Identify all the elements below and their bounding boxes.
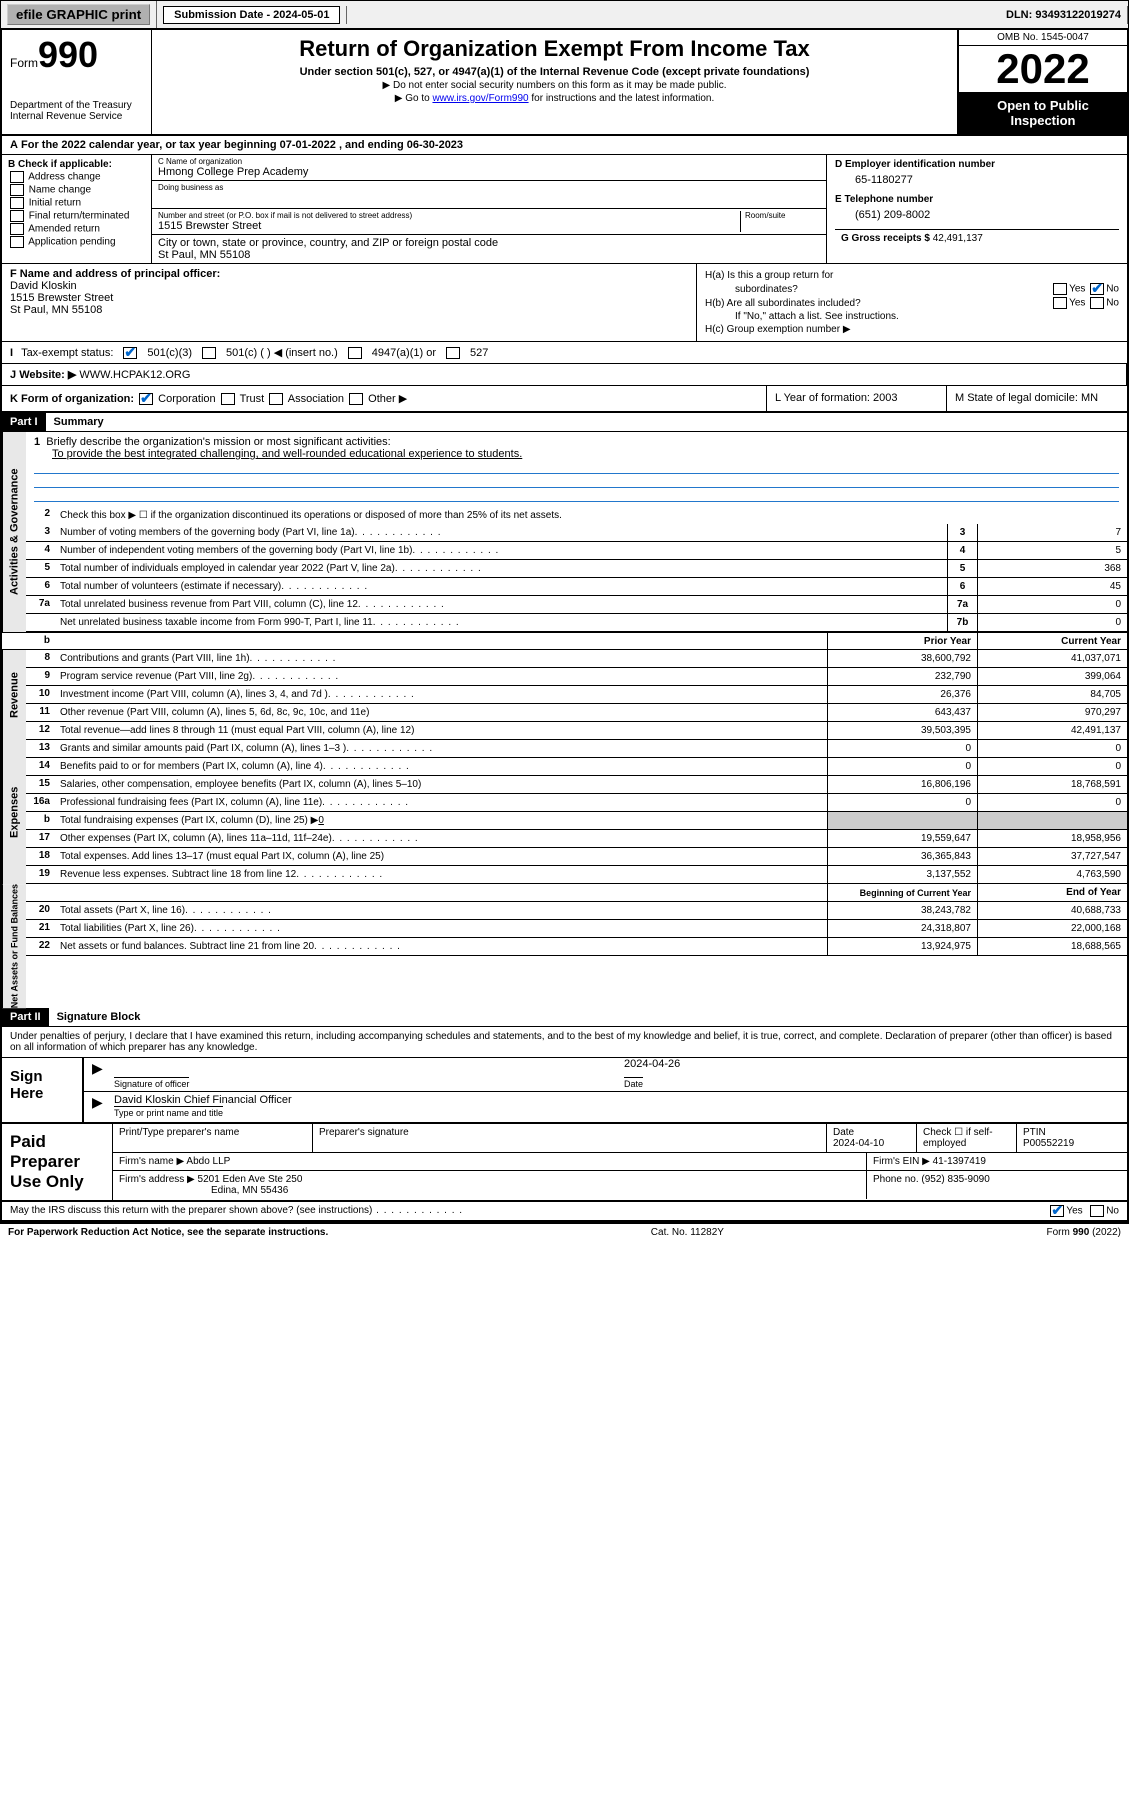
vtab-net-assets: Net Assets or Fund Balances (2, 884, 26, 1008)
section-j: J Website: ▶ WWW.HCPAK12.ORG (2, 364, 1127, 385)
efile-print-button[interactable]: efile GRAPHIC print (7, 4, 150, 25)
year-formation: L Year of formation: 2003 (767, 386, 947, 411)
vtab-expenses: Expenses (2, 740, 26, 884)
val-3: 7 (977, 524, 1127, 541)
checkbox-assoc[interactable] (269, 393, 283, 405)
checkbox-hb-yes[interactable] (1053, 297, 1067, 309)
tax-year: 2022 (959, 46, 1127, 92)
form-title-box: Return of Organization Exempt From Incom… (152, 30, 957, 134)
section-b: B Check if applicable: Address change Na… (2, 155, 152, 263)
section-f: F Name and address of principal officer:… (2, 264, 697, 341)
firm-ein: 41-1397419 (933, 1156, 986, 1167)
section-d: D Employer identification number 65-1180… (827, 155, 1127, 263)
ein-value: 65-1180277 (855, 174, 1119, 186)
checkbox-discuss-no[interactable] (1090, 1205, 1104, 1217)
form-number-box: Form990 Department of the Treasury Inter… (2, 30, 152, 134)
org-address: 1515 Brewster Street (158, 220, 740, 232)
val-5: 368 (977, 560, 1127, 577)
firm-phone: (952) 835-9090 (921, 1174, 989, 1185)
form-footer: Form 990 (2022) (1047, 1227, 1121, 1238)
checkbox-527[interactable] (446, 347, 460, 359)
checkbox-address-change[interactable] (10, 171, 24, 183)
section-i: I Tax-exempt status: 501(c)(3) 501(c) ( … (2, 342, 1127, 364)
sign-date: 2024-04-26 (624, 1058, 680, 1070)
checkbox-501c[interactable] (202, 347, 216, 359)
sign-here-label: Sign Here (2, 1058, 82, 1122)
checkbox-initial-return[interactable] (10, 197, 24, 209)
mission-text: To provide the best integrated challengi… (52, 448, 1119, 460)
state-domicile: M State of legal domicile: MN (947, 386, 1127, 411)
part2-header: Part II (2, 1008, 49, 1026)
checkbox-4947[interactable] (348, 347, 362, 359)
val-7b: 0 (977, 614, 1127, 631)
checkbox-amended[interactable] (10, 223, 24, 235)
section-c: C Name of organizationHmong College Prep… (152, 155, 827, 263)
arrow-icon: ▶ (92, 1060, 103, 1077)
firm-addr2: Edina, MN 55436 (211, 1185, 288, 1196)
irs-link[interactable]: www.irs.gov/Form990 (432, 93, 528, 104)
section-h: H(a) Is this a group return for subordin… (697, 264, 1127, 341)
checkbox-final-return[interactable] (10, 210, 24, 222)
val-7a: 0 (977, 596, 1127, 613)
form-title: Return of Organization Exempt From Incom… (158, 36, 951, 62)
firm-addr1: 5201 Eden Ave Ste 250 (198, 1174, 303, 1185)
top-bar: efile GRAPHIC print Submission Date - 20… (0, 0, 1129, 29)
checkbox-trust[interactable] (221, 393, 235, 405)
dln-number: DLN: 93493122019274 (1000, 6, 1128, 24)
dept-label: Department of the Treasury Internal Reve… (10, 100, 143, 122)
prep-date: 2024-04-10 (833, 1138, 884, 1149)
vtab-governance: Activities & Governance (2, 432, 26, 632)
pra-notice: For Paperwork Reduction Act Notice, see … (8, 1227, 328, 1238)
org-name: Hmong College Prep Academy (158, 166, 820, 178)
val-6: 45 (977, 578, 1127, 595)
year-box: OMB No. 1545-0047 2022 Open to Public In… (957, 30, 1127, 134)
val-4: 5 (977, 542, 1127, 559)
part1-header: Part I (2, 413, 46, 431)
submission-date: Submission Date - 2024-05-01 (163, 6, 340, 24)
ptin-value: P00552219 (1023, 1138, 1074, 1149)
phone-value: (651) 209-8002 (855, 209, 1119, 221)
vtab-revenue: Revenue (2, 650, 26, 740)
checkbox-hb-no[interactable] (1090, 297, 1104, 309)
section-k: K Form of organization: Corporation Trus… (2, 386, 767, 411)
officer-name: David Kloskin Chief Financial Officer (114, 1094, 1119, 1106)
gross-receipts: 42,491,137 (933, 233, 983, 244)
org-city: St Paul, MN 55108 (158, 249, 820, 261)
checkbox-other[interactable] (349, 393, 363, 405)
checkbox-ha-yes[interactable] (1053, 283, 1067, 295)
arrow-icon: ▶ (92, 1094, 103, 1111)
checkbox-ha-no[interactable] (1090, 283, 1104, 295)
paid-preparer-label: Paid Preparer Use Only (2, 1124, 112, 1200)
checkbox-app-pending[interactable] (10, 236, 24, 248)
checkbox-name-change[interactable] (10, 184, 24, 196)
checkbox-discuss-yes[interactable] (1050, 1205, 1064, 1217)
website-value: WWW.HCPAK12.ORG (79, 369, 190, 381)
declaration-text: Under penalties of perjury, I declare th… (2, 1027, 1127, 1058)
checkbox-501c3[interactable] (123, 347, 137, 359)
cat-no: Cat. No. 11282Y (651, 1227, 724, 1238)
firm-name: Abdo LLP (186, 1156, 230, 1167)
checkbox-corp[interactable] (139, 393, 153, 405)
tax-period: A For the 2022 calendar year, or tax yea… (2, 136, 1127, 155)
